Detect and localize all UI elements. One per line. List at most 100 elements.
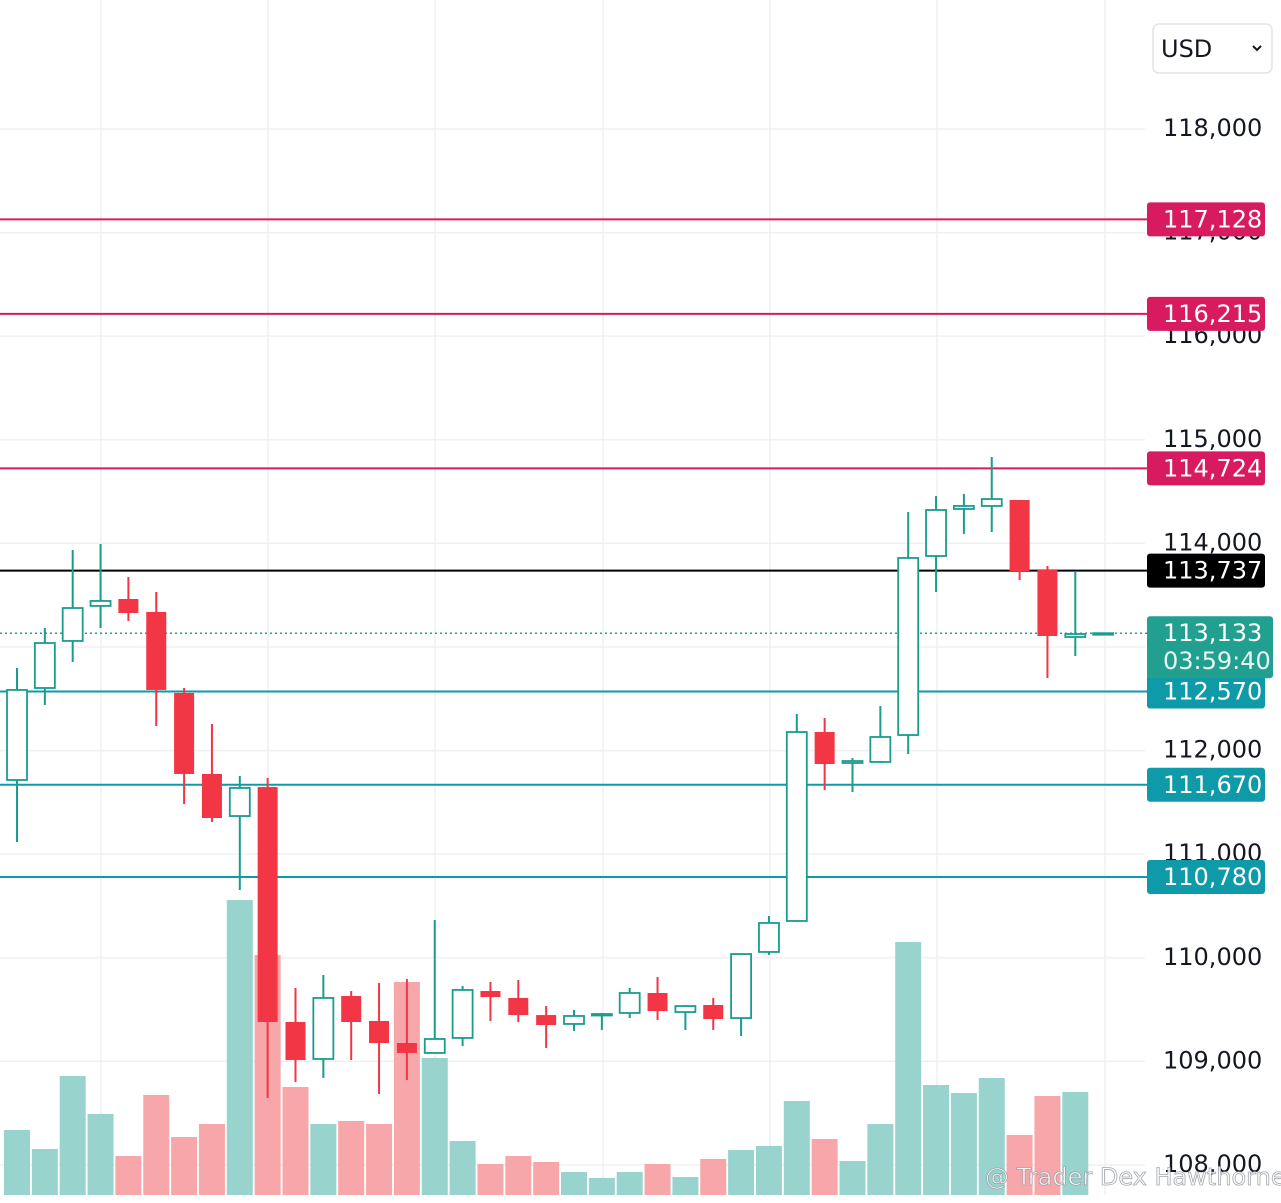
candle-body bbox=[89, 600, 112, 607]
volume-bar bbox=[366, 1124, 393, 1195]
candle-body bbox=[33, 642, 56, 689]
volume-bar bbox=[4, 1130, 30, 1195]
price-level-tag bbox=[1147, 767, 1265, 802]
price-level-label: 110,780 bbox=[1163, 863, 1262, 891]
volume-bar bbox=[728, 1150, 755, 1195]
candle-body bbox=[1092, 632, 1115, 636]
candle-body bbox=[61, 607, 84, 642]
candle-body bbox=[480, 991, 501, 998]
volume-bar bbox=[755, 1146, 782, 1195]
volume-bar bbox=[950, 1093, 977, 1195]
candle-body bbox=[925, 509, 947, 557]
levels bbox=[0, 218, 1147, 878]
y-tick-label: 114,000 bbox=[1163, 528, 1262, 556]
candle-body bbox=[451, 989, 474, 1039]
volume-bar bbox=[923, 1085, 950, 1195]
volume-bar bbox=[226, 900, 253, 1195]
volume-bar bbox=[421, 1058, 448, 1195]
volume-bar bbox=[505, 1156, 532, 1195]
price-level-tag bbox=[1147, 859, 1265, 894]
candle-body bbox=[980, 498, 1003, 507]
currency-select-box bbox=[1152, 23, 1273, 74]
price-level-tag bbox=[1147, 202, 1265, 237]
candle-body bbox=[590, 1013, 613, 1017]
y-tick-label: 118,000 bbox=[1163, 114, 1262, 142]
volume-bar bbox=[1006, 1135, 1033, 1195]
volume-bar bbox=[533, 1162, 560, 1195]
volume-bar bbox=[561, 1172, 587, 1195]
price-level-label: 111,670 bbox=[1163, 771, 1262, 799]
candle-body bbox=[118, 599, 139, 613]
candle-body bbox=[618, 992, 641, 1014]
volume-bar bbox=[143, 1095, 170, 1195]
volume-bar bbox=[338, 1121, 365, 1195]
current-price-label: 113,133 bbox=[1163, 619, 1262, 647]
y-tick-label: 110,000 bbox=[1163, 943, 1262, 971]
candle-body bbox=[869, 736, 892, 763]
candle-body bbox=[423, 1038, 446, 1054]
volume-bar bbox=[644, 1164, 671, 1195]
candle-body bbox=[341, 995, 362, 1022]
candle-body bbox=[536, 1015, 557, 1025]
candle-body bbox=[228, 787, 251, 817]
candle-body bbox=[1009, 499, 1030, 572]
volume-bar bbox=[839, 1161, 866, 1195]
volume-bar bbox=[1062, 1092, 1089, 1195]
candle-body bbox=[257, 787, 278, 1022]
candle-body bbox=[647, 992, 668, 1012]
grid bbox=[0, 128, 1145, 1166]
candle-body bbox=[1037, 569, 1058, 636]
candle-body bbox=[146, 611, 167, 690]
price-level-label: 117,128 bbox=[1163, 205, 1262, 233]
countdown: 03:59:40 bbox=[1163, 647, 1271, 675]
candle-body bbox=[396, 1043, 417, 1053]
price-level-label: 114,724 bbox=[1163, 454, 1262, 482]
volume-bar bbox=[171, 1137, 198, 1195]
volume-bar bbox=[895, 942, 922, 1195]
candle-body bbox=[897, 557, 920, 736]
candles bbox=[6, 456, 1115, 1099]
candle-body bbox=[703, 1005, 724, 1019]
volume-bar bbox=[783, 1101, 810, 1195]
volume-bar bbox=[867, 1124, 894, 1195]
candle-body bbox=[1064, 633, 1087, 638]
volume-bar bbox=[477, 1164, 504, 1195]
price-level-tag bbox=[1147, 674, 1265, 709]
candle-body bbox=[674, 1005, 697, 1013]
volume bbox=[4, 900, 1089, 1195]
volume-bar bbox=[1034, 1096, 1061, 1195]
candle-body bbox=[563, 1015, 585, 1025]
current-price-tag bbox=[1147, 616, 1273, 679]
candle-body bbox=[369, 1020, 390, 1044]
price-level-tag bbox=[1147, 553, 1265, 588]
price-level-label: 116,215 bbox=[1163, 300, 1262, 328]
volume-bar bbox=[978, 1078, 1005, 1195]
price-level-tag bbox=[1147, 296, 1265, 331]
chevron bbox=[1252, 45, 1262, 52]
volume-bar bbox=[449, 1141, 476, 1195]
y-tick-label: 109,000 bbox=[1163, 1046, 1262, 1074]
candle-body bbox=[312, 997, 335, 1060]
candle-body bbox=[814, 732, 835, 765]
volume-bar bbox=[811, 1139, 838, 1195]
candle-body bbox=[953, 505, 975, 510]
time-grid bbox=[100, 0, 1106, 1195]
candle-body bbox=[285, 1021, 306, 1061]
candle-body bbox=[174, 692, 195, 774]
candle-body bbox=[785, 731, 808, 922]
price-level-tag bbox=[1147, 451, 1265, 486]
price-level-label: 113,737 bbox=[1163, 557, 1262, 585]
y-tick-label: 115,000 bbox=[1163, 425, 1262, 453]
watermark: @ Trader Dex Hawthorne bbox=[985, 1163, 1281, 1191]
candle-body bbox=[758, 922, 780, 953]
volume-bar bbox=[672, 1177, 699, 1195]
currency-select[interactable]: USD bbox=[1152, 23, 1273, 74]
volume-bar bbox=[310, 1124, 337, 1195]
volume-bar bbox=[282, 1087, 309, 1195]
price-axis: 108,000109,000110,000111,000112,000113,0… bbox=[1147, 114, 1273, 1178]
y-tick-label: 112,000 bbox=[1163, 736, 1262, 764]
candle-body bbox=[841, 760, 864, 764]
currency-label: USD bbox=[1161, 35, 1212, 63]
